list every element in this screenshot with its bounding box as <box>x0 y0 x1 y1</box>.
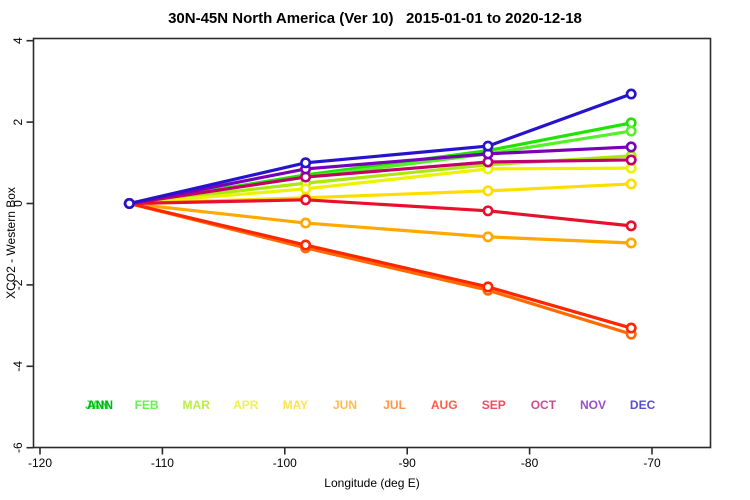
data-point-dec <box>123 198 135 210</box>
x-axis-title: Longitude (deg E) <box>324 476 419 490</box>
series-line-sep <box>127 198 633 228</box>
legend-month-feb: FEB <box>135 398 159 412</box>
data-point-may <box>625 178 637 190</box>
series-line-oct <box>127 158 633 206</box>
legend-month-may: MAY <box>283 398 309 412</box>
y-tick-label: -6 <box>11 442 25 453</box>
x-tick-label: -70 <box>643 456 661 470</box>
data-point-aug <box>482 281 494 293</box>
x-tick-label: -90 <box>399 456 417 470</box>
legend-month-jun: JUN <box>333 398 357 412</box>
data-point-nov <box>625 141 637 153</box>
series-line-aug <box>127 201 633 330</box>
y-tick-label: -4 <box>11 361 25 372</box>
plot-box <box>32 37 712 449</box>
x-tick-label: -100 <box>273 456 297 470</box>
legend-month-apr: APR <box>233 398 259 412</box>
x-tick-label: -80 <box>521 456 539 470</box>
legend-month-sep: SEP <box>482 398 506 412</box>
data-point-sep <box>482 205 494 217</box>
series-line-apr <box>127 166 633 206</box>
chart-title: 30N-45N North America (Ver 10) 2015-01-0… <box>168 10 582 27</box>
legend-annual: ANN <box>87 398 113 412</box>
legend-month-dec: DEC <box>630 398 656 412</box>
x-tick-label: -120 <box>28 456 52 470</box>
x-tick-label: -110 <box>151 456 174 470</box>
data-point-aug <box>300 239 312 251</box>
y-tick-label: 4 <box>11 37 25 44</box>
data-point-jun <box>625 237 637 249</box>
data-point-jun <box>300 217 312 229</box>
data-point-dec <box>482 140 494 152</box>
data-point-sep <box>300 194 312 206</box>
y-tick-label: 2 <box>11 118 25 125</box>
series-line-jul <box>127 201 633 336</box>
data-point-aug <box>625 322 637 334</box>
data-point-dec <box>300 157 312 169</box>
legend-month-mar: MAR <box>183 398 211 412</box>
data-point-may <box>482 185 494 197</box>
y-tick-label: 0 <box>11 200 25 207</box>
legend-month-oct: OCT <box>531 398 557 412</box>
legend-month-jul: JUL <box>383 398 406 412</box>
series-line-dec <box>127 92 633 206</box>
data-point-jun <box>482 231 494 243</box>
series-line-jun <box>127 201 633 245</box>
legend-month-nov: NOV <box>580 398 606 412</box>
data-point-oct <box>625 154 637 166</box>
legend-month-aug: AUG <box>431 398 458 412</box>
data-point-apr <box>300 183 312 195</box>
data-point-feb <box>625 125 637 137</box>
y-tick-label: -2 <box>11 279 25 290</box>
y-axis-title: XCO2 - Western Box <box>4 187 18 299</box>
data-point-dec <box>625 88 637 100</box>
data-point-sep <box>625 220 637 232</box>
series-line-nov <box>127 145 633 206</box>
legend-month-jan: JAN <box>85 398 109 412</box>
